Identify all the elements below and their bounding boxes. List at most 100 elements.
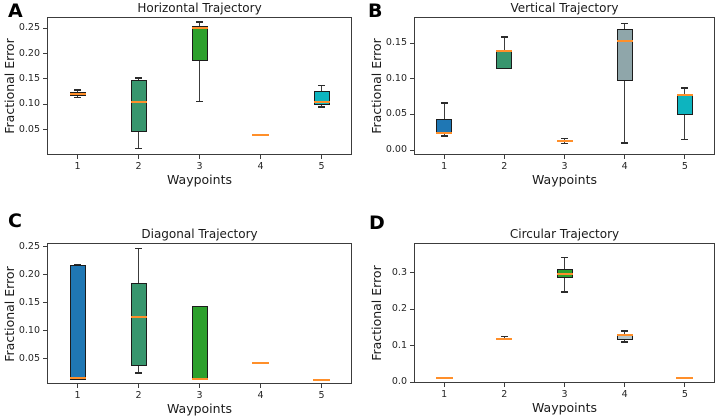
upper-whisker-cap-wp3 bbox=[561, 137, 568, 140]
upper-whisker-wp4 bbox=[624, 23, 626, 30]
lower-whisker-wp3 bbox=[563, 278, 566, 292]
lower-whisker-cap-wp1 bbox=[440, 135, 448, 137]
upper-whisker-wp4 bbox=[624, 330, 626, 335]
y-tick-label: 0.10 bbox=[18, 324, 40, 336]
y-tick-label: 0.0 bbox=[391, 376, 407, 388]
lower-whisker-wp2 bbox=[137, 366, 140, 373]
box-wp3 bbox=[191, 26, 208, 62]
upper-whisker-cap-wp2 bbox=[135, 77, 142, 79]
y-tick-label: 0.20 bbox=[18, 268, 40, 280]
y-tick-mark bbox=[43, 103, 47, 105]
lower-whisker-cap-wp3 bbox=[561, 291, 568, 293]
box-wp3 bbox=[191, 305, 208, 380]
median-line-wp3 bbox=[556, 272, 573, 275]
median-line-wp5 bbox=[676, 94, 693, 97]
y-tick-mark bbox=[43, 302, 47, 304]
x-tick-label: 3 bbox=[196, 390, 203, 401]
y-tick-mark bbox=[410, 42, 414, 44]
upper-whisker-wp2 bbox=[137, 77, 140, 80]
upper-whisker-cap-wp1 bbox=[74, 89, 81, 91]
median-line-wp5 bbox=[313, 101, 330, 104]
upper-whisker-cap-wp2 bbox=[135, 247, 142, 250]
upper-whisker-cap-wp5 bbox=[318, 84, 325, 87]
y-tick-label: 0.3 bbox=[391, 266, 407, 278]
x-tick-label: 2 bbox=[135, 390, 142, 401]
y-tick-label: 0.25 bbox=[18, 240, 40, 252]
median-line-wp3 bbox=[191, 377, 208, 380]
lower-whisker-wp2 bbox=[137, 132, 140, 149]
upper-whisker-wp1 bbox=[76, 90, 79, 92]
median-line-wp3 bbox=[556, 140, 573, 143]
y-tick-mark bbox=[410, 113, 414, 115]
panel-letter-b: B bbox=[368, 0, 383, 22]
upper-whisker-wp5 bbox=[320, 85, 323, 91]
panel-title: Horizontal Trajectory bbox=[137, 1, 262, 15]
x-tick-mark bbox=[564, 155, 565, 159]
y-tick-label: 0.15 bbox=[385, 37, 407, 49]
upper-whisker-wp3 bbox=[563, 257, 566, 269]
x-tick-mark bbox=[199, 384, 200, 388]
y-tick-label: 0.15 bbox=[18, 72, 40, 84]
x-tick-mark bbox=[138, 384, 139, 388]
lower-whisker-cap-wp5 bbox=[681, 138, 689, 141]
flat-median-line-wp4 bbox=[252, 362, 269, 365]
y-tick-mark bbox=[43, 53, 47, 55]
lower-whisker-cap-wp3 bbox=[196, 100, 203, 103]
y-tick-label: 0.15 bbox=[18, 296, 40, 308]
upper-whisker-cap-wp1 bbox=[440, 102, 448, 104]
lower-whisker-wp3 bbox=[198, 61, 201, 102]
panel-title: Diagonal Trajectory bbox=[141, 227, 258, 241]
box-wp1 bbox=[69, 265, 86, 380]
median-line-wp2 bbox=[496, 337, 513, 340]
x-tick-label: 4 bbox=[257, 161, 264, 172]
y-tick-label: 0.10 bbox=[385, 72, 407, 84]
box-wp2 bbox=[130, 283, 147, 367]
y-tick-mark bbox=[410, 345, 414, 347]
lower-whisker-cap-wp4 bbox=[621, 341, 629, 343]
x-tick-label: 5 bbox=[681, 389, 688, 400]
y-tick-label: 0.25 bbox=[18, 22, 40, 34]
median-line-wp4 bbox=[616, 40, 633, 43]
upper-whisker-cap-wp1 bbox=[74, 263, 81, 265]
x-tick-mark bbox=[199, 155, 200, 159]
y-tick-mark bbox=[43, 129, 47, 131]
box-wp2 bbox=[130, 79, 147, 133]
panel-letter-d: D bbox=[369, 212, 385, 234]
y-tick-mark bbox=[410, 78, 414, 80]
y-tick-mark bbox=[410, 272, 414, 274]
x-tick-label: 5 bbox=[318, 161, 325, 172]
upper-whisker-cap-wp4 bbox=[621, 22, 629, 25]
x-tick-label: 1 bbox=[74, 161, 81, 172]
y-tick-mark bbox=[410, 381, 414, 383]
lower-whisker-wp1 bbox=[76, 96, 79, 98]
median-line-wp1 bbox=[436, 131, 453, 134]
x-tick-mark bbox=[684, 383, 686, 387]
x-tick-mark bbox=[503, 383, 505, 387]
upper-whisker-wp3 bbox=[198, 22, 201, 27]
box-wp5 bbox=[676, 94, 693, 116]
x-tick-mark bbox=[624, 155, 626, 159]
x-tick-mark bbox=[260, 155, 261, 159]
y-tick-label: 0.10 bbox=[18, 98, 40, 110]
x-tick-mark bbox=[77, 155, 78, 159]
box-wp2 bbox=[496, 49, 513, 69]
y-tick-label: 0.2 bbox=[391, 303, 407, 315]
x-tick-mark bbox=[443, 383, 445, 387]
x-tick-mark bbox=[443, 155, 445, 159]
y-tick-mark bbox=[43, 78, 47, 80]
x-tick-label: 3 bbox=[561, 389, 568, 400]
panel-letter-a: A bbox=[8, 0, 23, 22]
x-tick-label: 4 bbox=[621, 389, 628, 400]
upper-whisker-cap-wp3 bbox=[196, 21, 203, 23]
y-tick-label: 0.00 bbox=[385, 144, 407, 156]
y-tick-mark bbox=[410, 149, 414, 151]
median-line-wp2 bbox=[496, 50, 513, 53]
x-tick-label: 5 bbox=[681, 161, 688, 172]
lower-whisker-cap-wp2 bbox=[135, 372, 142, 374]
y-tick-label: 0.05 bbox=[18, 123, 40, 135]
y-tick-label: 0.05 bbox=[18, 352, 40, 364]
x-tick-mark bbox=[564, 383, 565, 387]
upper-whisker-wp2 bbox=[503, 36, 505, 50]
y-tick-mark bbox=[43, 358, 47, 360]
y-tick-label: 0.05 bbox=[385, 108, 407, 120]
